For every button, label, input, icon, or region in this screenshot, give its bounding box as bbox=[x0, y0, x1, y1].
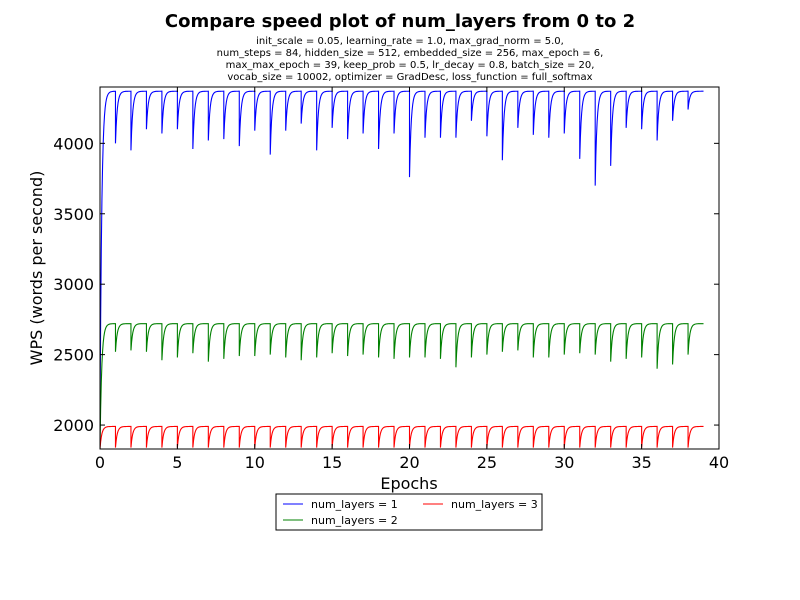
chart-subtitle-line-3: max_max_epoch = 39, keep_prob = 0.5, lr_… bbox=[226, 60, 595, 71]
x-tick-label: 30 bbox=[554, 453, 574, 472]
y-tick-label: 4000 bbox=[53, 134, 94, 153]
x-tick-label: 25 bbox=[477, 453, 497, 472]
legend: num_layers = 1 num_layers = 2 num_layers… bbox=[275, 493, 543, 531]
x-tick-label: 5 bbox=[172, 453, 182, 472]
y-axis-label: WPS (words per second) bbox=[27, 171, 46, 366]
chart-subtitle-line-1: init_scale = 0.05, learning_rate = 1.0, … bbox=[256, 36, 564, 47]
y-tick-label: 2000 bbox=[53, 416, 94, 435]
legend-box bbox=[275, 493, 543, 531]
y-tick-label: 2500 bbox=[53, 346, 94, 365]
x-tick-label: 15 bbox=[322, 453, 342, 472]
legend-label-num-layers-3: num_layers = 3 bbox=[451, 498, 538, 511]
chart-subtitle-line-4: vocab_size = 10002, optimizer = GradDesc… bbox=[227, 72, 592, 83]
x-tick-label: 20 bbox=[399, 453, 419, 472]
x-tick-label: 40 bbox=[709, 453, 729, 472]
chart-subtitle-line-2: num_steps = 84, hidden_size = 512, embed… bbox=[217, 48, 604, 59]
y-tick-label: 3000 bbox=[53, 275, 94, 294]
series-layer bbox=[100, 90, 704, 449]
y-tick-label: 3500 bbox=[53, 205, 94, 224]
series-line-num-layers-1 bbox=[100, 90, 704, 426]
x-tick-label: 10 bbox=[245, 453, 265, 472]
legend-label-num-layers-1: num_layers = 1 bbox=[311, 498, 398, 511]
x-tick-label: 35 bbox=[631, 453, 651, 472]
x-axis-label: Epochs bbox=[380, 474, 437, 493]
x-tick-label: 0 bbox=[95, 453, 105, 472]
ticks-layer: 0 5 10 15 20 25 30 35 40 2000 2500 3000 3500 4000 bbox=[53, 87, 729, 472]
chart-title: Compare speed plot of num_layers from 0 … bbox=[165, 11, 635, 32]
series-line-num-layers-3 bbox=[100, 425, 704, 449]
legend-label-num-layers-2: num_layers = 2 bbox=[311, 514, 398, 527]
series-line-num-layers-2 bbox=[100, 323, 704, 448]
